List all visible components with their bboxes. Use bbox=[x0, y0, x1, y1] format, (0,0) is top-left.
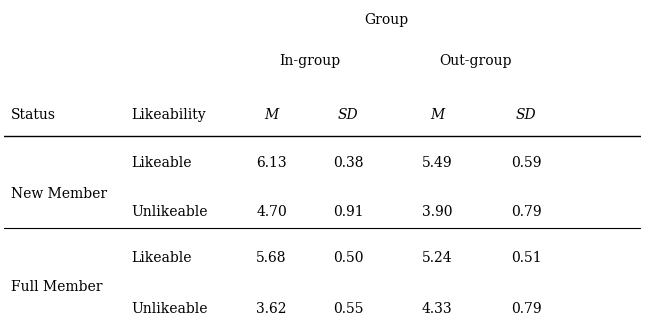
Text: 0.79: 0.79 bbox=[511, 302, 542, 316]
Text: SD: SD bbox=[337, 108, 358, 122]
Text: SD: SD bbox=[516, 108, 537, 122]
Text: 0.55: 0.55 bbox=[333, 302, 363, 316]
Text: Unlikeable: Unlikeable bbox=[132, 205, 208, 219]
Text: Unlikeable: Unlikeable bbox=[132, 302, 208, 316]
Text: 5.24: 5.24 bbox=[422, 251, 452, 265]
Text: 4.70: 4.70 bbox=[256, 205, 287, 219]
Text: 5.49: 5.49 bbox=[422, 156, 452, 170]
Text: Out-group: Out-group bbox=[439, 54, 511, 68]
Text: 4.33: 4.33 bbox=[422, 302, 452, 316]
Text: 0.50: 0.50 bbox=[333, 251, 363, 265]
Text: 3.62: 3.62 bbox=[256, 302, 287, 316]
Text: 0.38: 0.38 bbox=[333, 156, 363, 170]
Text: Full Member: Full Member bbox=[10, 280, 102, 294]
Text: Group: Group bbox=[364, 13, 408, 27]
Text: Status: Status bbox=[10, 108, 55, 122]
Text: Likeable: Likeable bbox=[132, 156, 192, 170]
Text: 6.13: 6.13 bbox=[256, 156, 287, 170]
Text: 5.68: 5.68 bbox=[256, 251, 287, 265]
Text: Likeability: Likeability bbox=[132, 108, 206, 122]
Text: 0.59: 0.59 bbox=[511, 156, 542, 170]
Text: In-group: In-group bbox=[279, 54, 341, 68]
Text: New Member: New Member bbox=[10, 187, 106, 201]
Text: 0.91: 0.91 bbox=[333, 205, 363, 219]
Text: Likeable: Likeable bbox=[132, 251, 192, 265]
Text: M: M bbox=[264, 108, 279, 122]
Text: 0.79: 0.79 bbox=[511, 205, 542, 219]
Text: 0.51: 0.51 bbox=[511, 251, 542, 265]
Text: M: M bbox=[430, 108, 444, 122]
Text: 3.90: 3.90 bbox=[422, 205, 452, 219]
